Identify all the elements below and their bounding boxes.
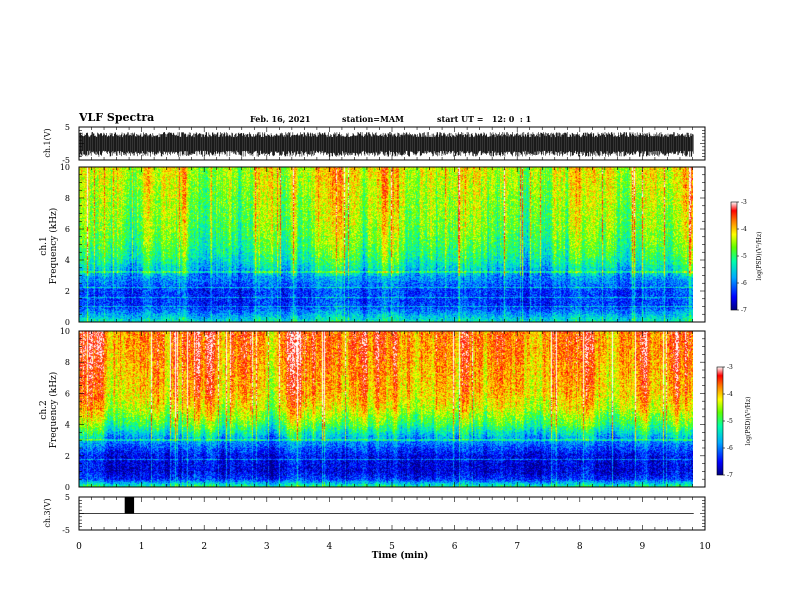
ch1-colorbar-gradient [730,201,738,311]
ch2-colorbar-label: log(PSD)(V²/Hz) [745,397,752,446]
y-tick-label: -5 [62,526,70,535]
colorbar-tick-label: -3 [727,364,733,371]
ch1-spectrogram-image [79,167,693,322]
colorbar-tick-label: -6 [741,280,747,287]
y-tick-label: 5 [65,493,70,502]
time-axis-tick-labels: 0 1 2 3 4 5 6 7 8 9 10 [76,542,711,552]
freq-tick-label: 6 [65,225,70,234]
x-tick-label: 2 [201,542,207,552]
ch1-spectrogram-panel: 0 2 4 6 8 10 ch.1 Frequency (kHz) -3 -4 -5 -6 -7 … [39,163,763,327]
ch1-waveform-path [79,132,694,157]
time-axis-label: Time (min) [372,550,429,561]
ch1-freq-ticks: 0 2 4 6 8 10 [60,163,705,327]
ch1-colorbar-ticks: -3 -4 -5 -6 -7 [737,199,747,314]
x-tick-label: 3 [264,542,270,552]
x-tick-label: 4 [327,542,333,552]
ch3-pulse [124,497,135,514]
colorbar-tick-label: -7 [727,472,733,479]
ch3-y-ticks: 5 -5 [62,493,705,535]
ch3-signal-ylabel: ch.3(V) [43,498,52,527]
station-name: station=MAM [342,114,404,124]
chart-title: VLF Spectra [79,111,155,124]
recording-date: Feb. 16, 2021 [250,114,311,124]
start-time: start UT = 12: 0 : 1 [437,114,532,124]
x-tick-label: 7 [514,542,520,552]
x-tick-label: 8 [577,542,583,552]
ch1-y-ticks: 5 -5 [62,123,705,165]
freq-tick-label: 0 [65,483,70,492]
ch1-colorbar: -3 -4 -5 -6 -7 log(PSD)(V²/Hz) [730,199,763,314]
ch2-colorbar: -3 -4 -5 -6 -7 log(PSD)(V²/Hz) [716,364,752,479]
y-tick-label: -5 [62,156,70,165]
ch2-spectrogram-ylabel-top: ch.2 [39,400,49,419]
colorbar-tick-label: -5 [741,253,747,260]
ch2-freq-ticks: 0 2 4 6 8 10 [60,327,705,492]
ch1-spectrogram-ylabel-top: ch.1 [39,236,49,255]
x-tick-label: 10 [699,542,711,552]
ch2-spectrogram-image [79,331,693,487]
x-tick-label: 1 [139,542,145,552]
ch1-spectrogram-ylabel: Frequency (kHz) [48,208,59,285]
ch2-spectrogram-panel: 0 2 4 6 8 10 ch.2 Frequency (kHz) -3 -4 -5 -6 -7 … [39,327,752,492]
ch2-spectrogram-ylabel: Frequency (kHz) [48,372,59,449]
freq-tick-label: 2 [65,287,70,296]
ch1-colorbar-label: log(PSD)(V²/Hz) [756,232,763,281]
x-tick-label: 6 [452,542,458,552]
freq-tick-label: 10 [60,163,70,172]
x-tick-label: 9 [640,542,646,552]
colorbar-tick-label: -5 [727,418,733,425]
ch1-waveform-panel: 5 -5 ch.1(V) [43,123,706,165]
freq-tick-label: 10 [60,327,70,336]
freq-tick-label: 8 [65,194,70,203]
colorbar-tick-label: -7 [741,307,747,314]
ch1-waveform-trace [79,132,694,157]
ch3-signal-trace [79,497,694,514]
ch3-signal-panel: 5 -5 ch.3(V) [43,493,706,535]
ch2-colorbar-ticks: -3 -4 -5 -6 -7 [723,364,733,479]
ch2-colorbar-gradient [716,366,724,476]
freq-tick-label: 4 [65,256,70,265]
colorbar-tick-label: -3 [741,199,747,206]
freq-tick-label: 6 [65,389,70,398]
freq-tick-label: 8 [65,358,70,367]
colorbar-tick-label: -6 [727,445,733,452]
y-tick-label: 5 [65,123,70,132]
time-axis-ticks [78,127,706,530]
colorbar-tick-label: -4 [727,391,733,398]
x-tick-label: 0 [76,542,82,552]
freq-tick-label: 4 [65,421,70,430]
colorbar-tick-label: -4 [741,226,747,233]
freq-tick-label: 0 [65,318,70,327]
ch1-waveform-ylabel: ch.1(V) [43,128,52,157]
x-tick-label: 5 [389,542,395,552]
freq-tick-label: 2 [65,452,70,461]
